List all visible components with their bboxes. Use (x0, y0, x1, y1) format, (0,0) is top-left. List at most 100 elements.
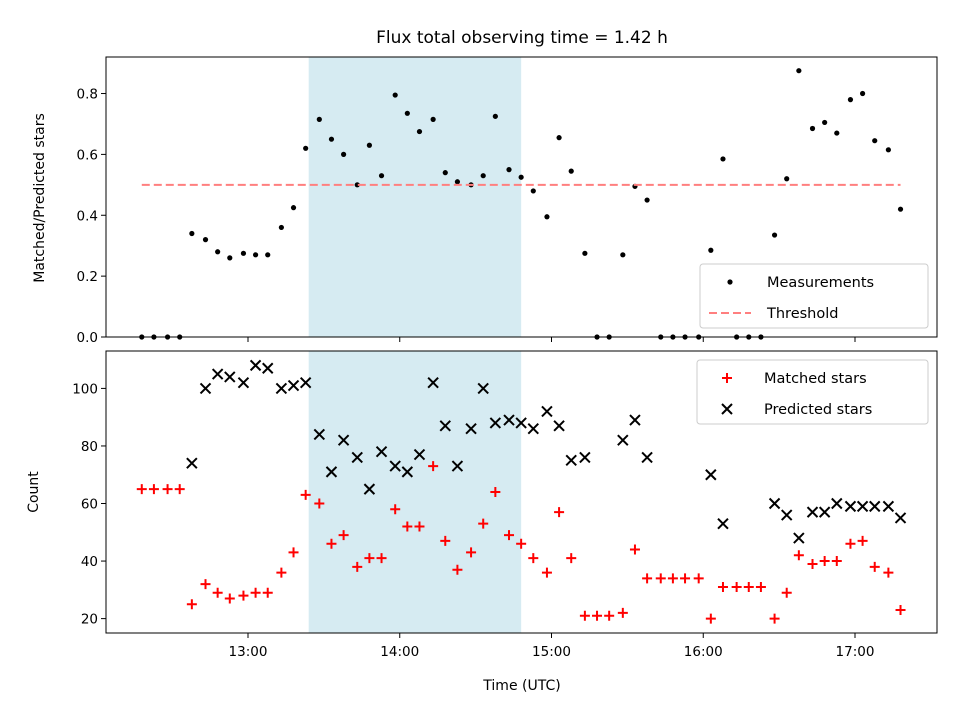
matched-star-point (604, 610, 615, 621)
matched-star-point (352, 561, 363, 572)
measurement-point (240, 250, 247, 256)
predicted-star-point (882, 500, 895, 513)
matched-star-point (250, 587, 261, 598)
matched-star-point (504, 530, 515, 541)
predicted-star-point (237, 376, 250, 389)
predicted-star-point (793, 532, 805, 544)
legend-label: Matched stars (764, 371, 867, 387)
measurement-point (366, 142, 372, 148)
predicted-star-point (389, 460, 401, 472)
measurement-point (518, 174, 524, 180)
series-predicted-stars (186, 359, 907, 544)
top-y-axis-label: Matched/Predicted stars (32, 113, 48, 283)
measurement-point (341, 151, 347, 157)
matched-star-point (452, 564, 463, 575)
measurement-point (227, 255, 233, 261)
measurement-point (430, 116, 436, 122)
plot-frame (105, 350, 938, 634)
predicted-star-point (541, 405, 553, 418)
measurement-point (506, 167, 512, 173)
legend-marker-x (721, 403, 733, 415)
measurement-point (278, 224, 284, 231)
matched-star-point (819, 556, 830, 567)
predicted-star-point (818, 506, 831, 518)
matched-star-point (731, 581, 742, 592)
matched-star-point (717, 581, 728, 592)
matched-star-point (831, 556, 842, 567)
legend-box (696, 359, 929, 425)
predicted-star-point (299, 376, 312, 389)
measurement-point (290, 205, 297, 211)
matched-star-point (793, 550, 804, 561)
matched-star-point (592, 610, 603, 621)
matched-star-point (338, 530, 349, 541)
matched-star-point (428, 461, 439, 472)
measurement-point (644, 197, 650, 203)
measurement-point (189, 230, 195, 237)
predicted-star-point (363, 483, 376, 495)
matched-star-point (364, 553, 375, 564)
matched-star-point (440, 535, 451, 546)
measurement-point (556, 135, 562, 141)
predicted-star-point (313, 428, 326, 441)
measurement-point (834, 130, 840, 136)
y-tick-label: 0.0 (77, 330, 98, 346)
matched-star-point (642, 573, 653, 584)
matched-star-point (895, 604, 906, 615)
measurement-point (720, 156, 726, 162)
predicted-star-point (629, 414, 641, 426)
measurement-point (796, 68, 802, 74)
predicted-star-point (894, 512, 907, 524)
measurement-point (784, 176, 790, 182)
predicted-star-point (325, 466, 338, 478)
predicted-star-point (844, 500, 857, 513)
matched-star-point (629, 544, 640, 555)
predicted-star-point (489, 417, 502, 429)
x-axis-label: Time (UTC) (482, 678, 560, 694)
matched-star-point (200, 579, 211, 590)
y-tick-label: 0.8 (77, 87, 98, 103)
predicted-star-point (275, 382, 288, 395)
matched-star-point (755, 581, 766, 592)
legend: Measurements Threshold (699, 263, 929, 329)
legend-marker-plus (722, 373, 732, 383)
predicted-star-point (199, 382, 212, 395)
measurement-point (404, 110, 410, 116)
measurement-point (316, 116, 322, 122)
matched-star-point (314, 498, 325, 509)
matched-star-point (541, 567, 552, 578)
predicted-star-point (401, 466, 414, 478)
matched-star-point (174, 484, 185, 495)
y-tick-label: 80 (81, 439, 98, 455)
matched-star-point (390, 504, 401, 515)
panel-count: 20 40 60 80 100 13:00 14:00 15:00 16:00 17:00 Matc… (72, 350, 938, 660)
matched-star-point (528, 553, 539, 564)
matched-star-point (288, 547, 299, 558)
predicted-star-point (641, 451, 653, 464)
bottom-y-axis-label: Count (26, 471, 42, 513)
predicted-star-point (427, 376, 439, 389)
measurement-point (328, 136, 335, 142)
matched-star-point (705, 613, 716, 624)
predicted-star-point (351, 451, 363, 464)
y-tick-label: 100 (72, 381, 98, 397)
predicted-star-point (831, 497, 843, 510)
matched-star-point (554, 507, 565, 518)
matched-star-point (136, 484, 147, 495)
matched-star-point (617, 607, 628, 618)
series-matched-stars (136, 461, 906, 624)
matched-star-point (402, 521, 413, 532)
predicted-star-point (617, 434, 629, 446)
y-tick-label: 40 (81, 554, 98, 570)
measurement-point (480, 173, 486, 179)
matched-star-point (869, 561, 880, 572)
y-tick-label: 0.6 (77, 147, 98, 163)
matched-star-point (769, 613, 780, 624)
legend: Matched stars Predicted stars (696, 359, 929, 425)
chart-title: Flux total observing time = 1.42 h (376, 28, 668, 48)
plot-frame (105, 56, 938, 338)
matched-star-point (516, 538, 527, 549)
measurement-point (303, 145, 309, 151)
predicted-star-point (287, 379, 300, 392)
matched-star-point (693, 573, 704, 584)
